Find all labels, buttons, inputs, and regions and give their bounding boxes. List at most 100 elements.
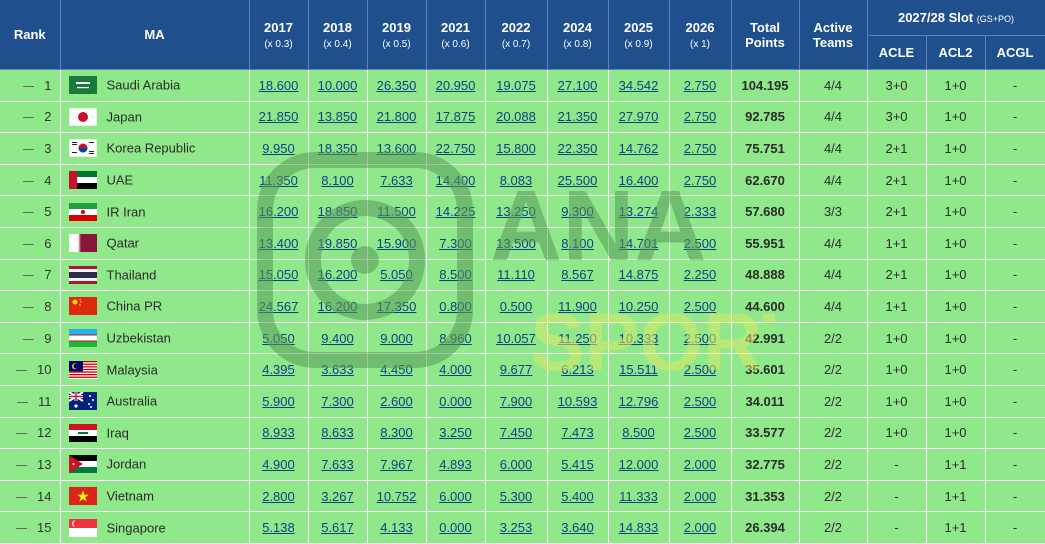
points-link[interactable]: 2.750: [683, 109, 717, 125]
points-cell[interactable]: 10.593: [547, 385, 609, 418]
points-cell[interactable]: 8.633: [308, 417, 368, 450]
points-cell[interactable]: 14.833: [608, 511, 670, 544]
points-link[interactable]: 11.110: [497, 267, 535, 283]
points-cell[interactable]: 3.250: [426, 417, 486, 450]
points-link[interactable]: 26.350: [376, 77, 417, 93]
points-cell[interactable]: 8.500: [426, 259, 486, 292]
points-link[interactable]: 6.213: [561, 362, 594, 378]
points-cell[interactable]: 5.900: [249, 385, 309, 418]
points-link[interactable]: 3.267: [321, 488, 354, 504]
points-link[interactable]: 4.900: [262, 456, 295, 472]
points-cell[interactable]: 2.500: [669, 353, 732, 386]
points-cell[interactable]: 3.267: [308, 480, 368, 513]
points-link[interactable]: 2.500: [683, 330, 717, 346]
points-cell[interactable]: 2.750: [669, 101, 732, 134]
points-cell[interactable]: 3.640: [547, 511, 609, 544]
points-cell[interactable]: 14.875: [608, 259, 670, 292]
points-link[interactable]: 9.300: [561, 204, 594, 220]
points-link[interactable]: 8.500: [439, 267, 472, 283]
points-link[interactable]: 9.677: [499, 362, 533, 378]
points-cell[interactable]: 5.050: [249, 322, 309, 355]
points-link[interactable]: 4.133: [380, 520, 413, 536]
points-link[interactable]: 14.225: [435, 204, 476, 220]
points-cell[interactable]: 13.600: [367, 132, 427, 165]
points-cell[interactable]: 2.800: [249, 480, 309, 513]
points-link[interactable]: 16.200: [258, 204, 299, 220]
points-cell[interactable]: 27.100: [547, 69, 609, 102]
points-cell[interactable]: 20.950: [426, 69, 486, 102]
points-link[interactable]: 14.701: [618, 235, 659, 251]
points-link[interactable]: 12.796: [618, 393, 659, 409]
points-link[interactable]: 8.633: [321, 425, 354, 441]
points-link[interactable]: 10.250: [618, 298, 659, 314]
points-link[interactable]: 10.752: [376, 488, 417, 504]
points-link[interactable]: 8.300: [380, 425, 413, 441]
points-link[interactable]: 13.850: [317, 109, 358, 125]
points-cell[interactable]: 13.400: [249, 227, 309, 260]
points-link[interactable]: 7.633: [321, 456, 354, 472]
points-cell[interactable]: 19.075: [485, 69, 548, 102]
points-link[interactable]: 10.057: [496, 330, 536, 346]
points-link[interactable]: 7.900: [499, 393, 533, 409]
points-link[interactable]: 2.750: [683, 140, 717, 156]
points-cell[interactable]: 4.133: [367, 511, 427, 544]
points-cell[interactable]: 11.110: [485, 259, 548, 292]
points-link[interactable]: 24.567: [258, 298, 299, 314]
points-cell[interactable]: 20.088: [485, 101, 548, 134]
points-cell[interactable]: 2.500: [669, 417, 732, 450]
points-link[interactable]: 16.400: [618, 172, 659, 188]
points-link[interactable]: 8.100: [561, 235, 594, 251]
points-cell[interactable]: 5.400: [547, 480, 609, 513]
points-link[interactable]: 4.450: [380, 362, 413, 378]
points-cell[interactable]: 14.400: [426, 164, 486, 197]
points-link[interactable]: 9.950: [262, 140, 295, 156]
points-cell[interactable]: 7.450: [485, 417, 548, 450]
points-cell[interactable]: 26.350: [367, 69, 427, 102]
points-link[interactable]: 13.274: [618, 204, 659, 220]
points-link[interactable]: 7.473: [561, 425, 594, 441]
points-cell[interactable]: 11.900: [547, 290, 609, 323]
points-cell[interactable]: 5.617: [308, 511, 368, 544]
points-link[interactable]: 7.967: [380, 456, 413, 472]
points-cell[interactable]: 0.500: [485, 290, 548, 323]
points-cell[interactable]: 10.333: [608, 322, 670, 355]
points-link[interactable]: 11.250: [558, 330, 597, 346]
points-link[interactable]: 5.050: [262, 330, 295, 346]
points-link[interactable]: 15.800: [496, 140, 536, 156]
points-cell[interactable]: 9.300: [547, 195, 609, 228]
points-cell[interactable]: 8.100: [547, 227, 609, 260]
points-link[interactable]: 18.850: [317, 204, 358, 220]
points-link[interactable]: 10.333: [618, 330, 659, 346]
points-link[interactable]: 7.300: [321, 393, 354, 409]
points-cell[interactable]: 15.050: [249, 259, 309, 292]
points-cell[interactable]: 24.567: [249, 290, 309, 323]
points-cell[interactable]: 16.200: [308, 259, 368, 292]
points-link[interactable]: 15.511: [619, 362, 658, 378]
points-cell[interactable]: 3.253: [485, 511, 548, 544]
points-cell[interactable]: 4.900: [249, 448, 309, 481]
points-cell[interactable]: 6.000: [426, 480, 486, 513]
points-link[interactable]: 16.200: [317, 267, 358, 283]
points-link[interactable]: 9.000: [380, 330, 413, 346]
points-link[interactable]: 3.640: [561, 520, 594, 536]
points-cell[interactable]: 12.000: [608, 448, 670, 481]
points-link[interactable]: 8.933: [262, 425, 295, 441]
points-cell[interactable]: 4.000: [426, 353, 486, 386]
points-cell[interactable]: 16.200: [308, 290, 368, 323]
points-cell[interactable]: 19.850: [308, 227, 368, 260]
points-link[interactable]: 11.500: [377, 204, 416, 220]
points-link[interactable]: 2.500: [683, 425, 717, 441]
points-cell[interactable]: 22.750: [426, 132, 486, 165]
points-link[interactable]: 27.100: [557, 77, 598, 93]
points-cell[interactable]: 11.500: [367, 195, 427, 228]
points-link[interactable]: 8.083: [499, 172, 533, 188]
points-cell[interactable]: 18.350: [308, 132, 368, 165]
points-link[interactable]: 5.617: [321, 520, 354, 536]
points-cell[interactable]: 7.967: [367, 448, 427, 481]
points-link[interactable]: 22.750: [435, 140, 476, 156]
points-cell[interactable]: 5.415: [547, 448, 609, 481]
points-cell[interactable]: 27.970: [608, 101, 670, 134]
points-cell[interactable]: 11.350: [249, 164, 309, 197]
points-link[interactable]: 14.762: [618, 140, 659, 156]
points-link[interactable]: 7.300: [439, 235, 472, 251]
